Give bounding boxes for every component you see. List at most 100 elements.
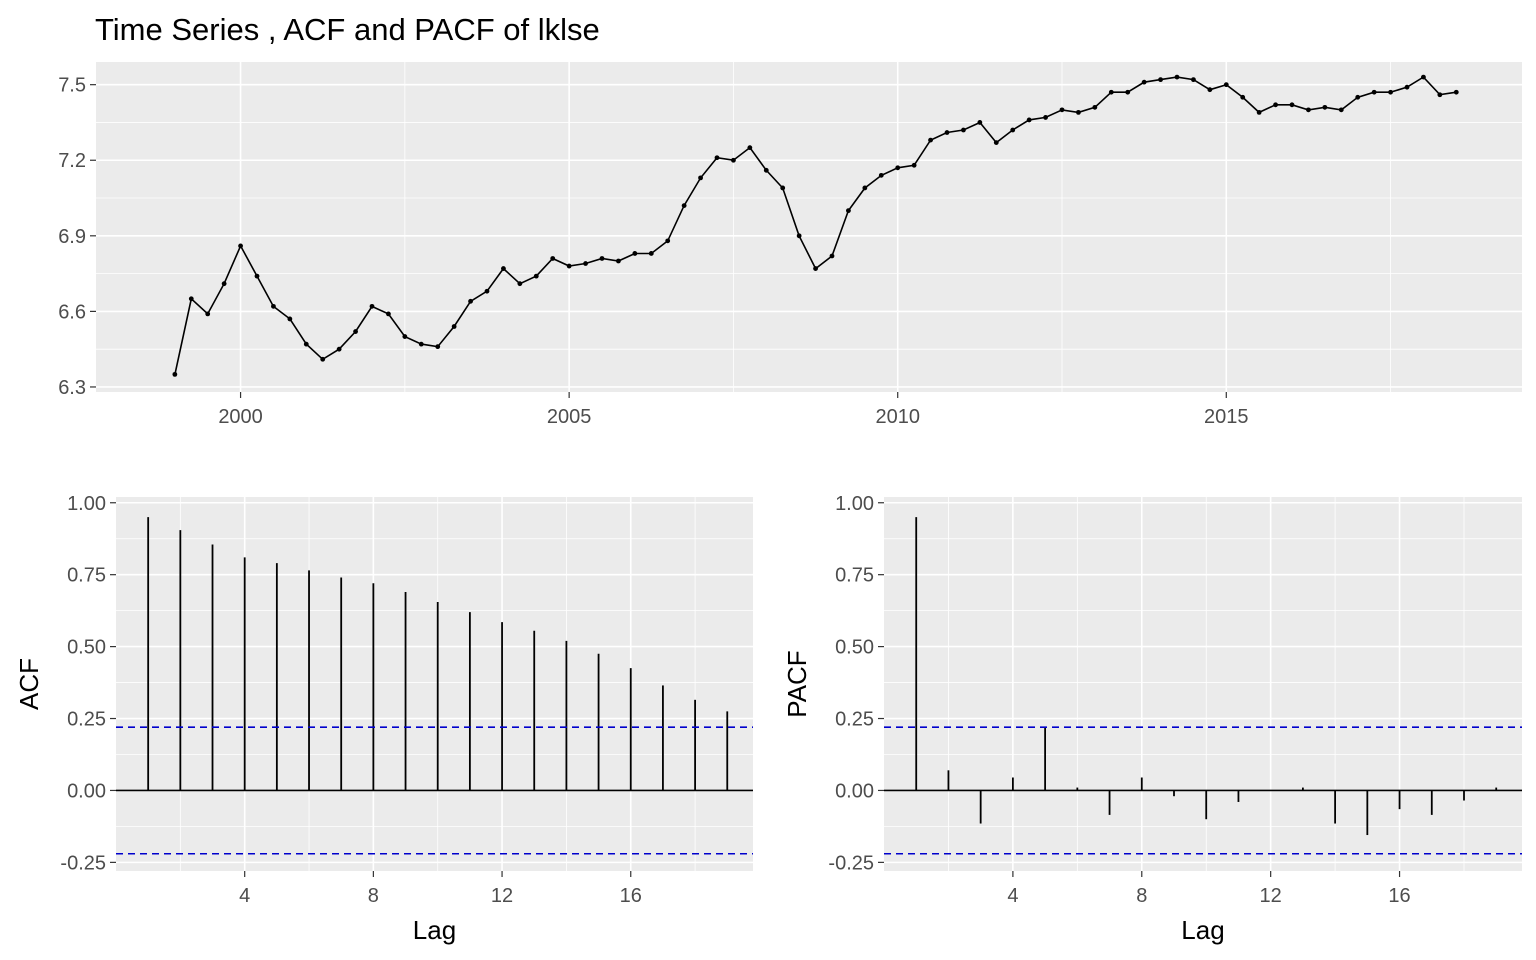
data-point bbox=[698, 175, 703, 181]
data-point bbox=[977, 120, 983, 125]
y-tick-label: 0.75 bbox=[835, 565, 874, 587]
data-point bbox=[1043, 115, 1048, 120]
data-point bbox=[993, 140, 999, 146]
data-point bbox=[1355, 94, 1361, 100]
data-point bbox=[1125, 89, 1131, 95]
data-point bbox=[862, 185, 868, 191]
data-point bbox=[1174, 74, 1180, 80]
data-point bbox=[747, 145, 753, 151]
data-point bbox=[1306, 107, 1311, 113]
data-point bbox=[1207, 87, 1213, 93]
data-point bbox=[468, 298, 473, 304]
data-point bbox=[846, 208, 851, 214]
y-tick-label: 0.50 bbox=[67, 637, 106, 659]
data-point bbox=[1256, 109, 1262, 115]
y-tick-label: -0.25 bbox=[60, 852, 106, 874]
data-point bbox=[320, 356, 326, 362]
data-point bbox=[961, 127, 966, 133]
data-point bbox=[1289, 102, 1295, 108]
data-point bbox=[1388, 89, 1393, 95]
x-tick-label: 8 bbox=[1136, 885, 1147, 907]
pacf-panel: 4 8 12 16 -0.25 0.00 0.25 0.50 0.75 1.00 Lag PACF bbox=[782, 493, 1522, 945]
data-point bbox=[566, 263, 572, 269]
y-tick-label: 0.25 bbox=[835, 709, 874, 731]
y-tick-label: 0.50 bbox=[835, 637, 874, 659]
data-point bbox=[1437, 92, 1443, 98]
data-point bbox=[353, 329, 358, 334]
x-axis-title: Lag bbox=[413, 915, 456, 945]
data-point bbox=[205, 311, 211, 317]
data-point bbox=[944, 130, 950, 135]
y-tick-label: 7.2 bbox=[58, 150, 86, 172]
data-point bbox=[287, 316, 293, 322]
data-point bbox=[254, 273, 260, 279]
x-tick-label: 2000 bbox=[218, 406, 263, 428]
data-point bbox=[1223, 82, 1229, 88]
data-point bbox=[221, 281, 227, 287]
data-point bbox=[517, 281, 523, 287]
x-tick-label: 4 bbox=[239, 885, 250, 907]
data-point bbox=[796, 233, 802, 239]
data-point bbox=[336, 346, 342, 352]
data-point bbox=[1191, 77, 1196, 83]
y-tick-label: 1.00 bbox=[835, 493, 874, 515]
data-point bbox=[681, 203, 687, 208]
y-tick-label: 0.25 bbox=[67, 709, 106, 731]
panel-background bbox=[116, 497, 753, 871]
data-point bbox=[418, 341, 424, 347]
data-point bbox=[911, 162, 917, 168]
y-tick-label: 1.00 bbox=[67, 493, 106, 515]
y-tick-label: 6.9 bbox=[58, 226, 86, 248]
x-tick-label: 8 bbox=[368, 885, 379, 907]
y-tick-label: 0.00 bbox=[67, 780, 106, 802]
data-point bbox=[1076, 109, 1081, 115]
data-point bbox=[1240, 94, 1246, 100]
data-point bbox=[1404, 84, 1410, 90]
data-point bbox=[1338, 107, 1344, 113]
data-point bbox=[238, 243, 243, 249]
data-point bbox=[829, 253, 835, 259]
y-tick-label: 0.00 bbox=[835, 780, 874, 802]
y-axis-title: ACF bbox=[14, 658, 44, 710]
x-tick-label: 16 bbox=[620, 885, 642, 907]
data-point bbox=[533, 273, 539, 279]
x-axis-title: Lag bbox=[1181, 915, 1224, 945]
data-point bbox=[1453, 89, 1459, 95]
y-tick-label: 0.75 bbox=[67, 565, 106, 587]
data-point bbox=[550, 256, 556, 261]
data-point bbox=[188, 296, 194, 302]
data-point bbox=[501, 266, 506, 271]
acf-panel: 4 8 12 16 -0.25 0.00 0.25 0.50 0.75 1.00 Lag ACF bbox=[14, 493, 753, 945]
data-point bbox=[895, 165, 901, 171]
panel-background bbox=[96, 62, 1522, 392]
data-point bbox=[1273, 102, 1278, 108]
y-tick-label: -0.25 bbox=[828, 852, 874, 874]
x-tick-label: 2005 bbox=[547, 406, 592, 428]
data-point bbox=[386, 311, 391, 317]
data-point bbox=[665, 238, 671, 244]
data-point bbox=[583, 261, 588, 266]
data-point bbox=[928, 137, 933, 143]
data-point bbox=[1108, 89, 1114, 95]
data-point bbox=[1322, 104, 1328, 110]
data-point bbox=[648, 251, 654, 256]
data-point bbox=[1158, 77, 1163, 83]
x-tick-label: 12 bbox=[491, 885, 513, 907]
x-tick-label: 2010 bbox=[875, 406, 920, 428]
data-point bbox=[714, 155, 720, 161]
data-point bbox=[1141, 79, 1147, 85]
data-point bbox=[271, 303, 276, 309]
x-tick-label: 2015 bbox=[1204, 406, 1249, 428]
data-point bbox=[435, 344, 441, 350]
data-point bbox=[878, 172, 884, 178]
data-point bbox=[1026, 117, 1032, 123]
y-tick-label: 6.6 bbox=[58, 301, 86, 323]
x-tick-label: 12 bbox=[1260, 885, 1282, 907]
y-tick-label: 7.5 bbox=[58, 75, 86, 97]
data-point bbox=[599, 256, 605, 261]
data-point bbox=[1421, 74, 1426, 80]
data-point bbox=[1059, 107, 1065, 113]
panel-background bbox=[884, 497, 1522, 871]
plot-title: Time Series , ACF and PACF of lklse bbox=[95, 12, 600, 47]
